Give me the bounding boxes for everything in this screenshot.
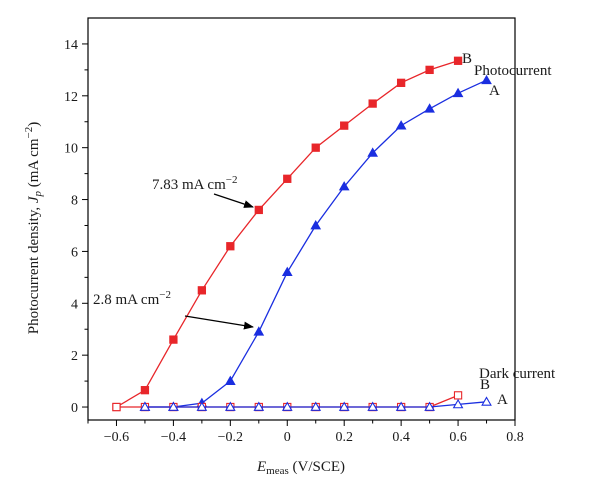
x-tick-label: 0.8 <box>506 430 524 445</box>
plot-border <box>87 17 516 421</box>
data-point <box>224 401 236 411</box>
x-axis-label: Emeas (V/SCE) <box>256 459 345 477</box>
label-photocurrent-a: A <box>489 83 500 99</box>
label-dark-current: Dark current <box>479 366 556 382</box>
data-point <box>338 181 350 191</box>
series-line <box>144 79 487 408</box>
x-tick-label: 0.2 <box>335 430 353 445</box>
data-point <box>424 103 435 113</box>
plot-frame <box>87 17 516 421</box>
data-point <box>340 121 349 130</box>
data-point <box>310 401 322 411</box>
data-point <box>310 219 322 230</box>
data-point <box>368 99 377 108</box>
y-axis: 0 2 4 6 8 10 12 14 <box>64 38 88 416</box>
label-dark-b: B <box>480 377 490 393</box>
data-point <box>311 143 320 152</box>
y-tick-label: 10 <box>64 142 78 157</box>
x-tick-label: 0.4 <box>392 430 410 445</box>
data-point <box>453 391 463 400</box>
data-point <box>253 326 265 336</box>
data-point <box>226 242 235 251</box>
data-point <box>396 78 406 87</box>
data-point <box>452 87 464 98</box>
y-tick-label: 2 <box>71 349 78 364</box>
data-point <box>224 375 236 385</box>
data-point <box>481 74 492 85</box>
series-photocurrent-b <box>112 56 463 412</box>
data-point <box>452 398 464 409</box>
series-dark-a <box>139 396 492 411</box>
data-point <box>424 401 435 411</box>
data-point <box>112 402 121 412</box>
data-point <box>481 396 492 406</box>
data-point <box>338 401 350 411</box>
annotation-783-label: 7.83 mA cm−2 <box>152 174 237 193</box>
data-point <box>139 401 151 411</box>
y-tick-label: 12 <box>64 90 78 105</box>
y-tick-label: 6 <box>71 245 78 260</box>
y-axis-label: Photocurrent density, Jp (mA cm−2) <box>23 122 44 334</box>
series-photocurrent-a <box>139 74 492 411</box>
data-point <box>367 147 379 157</box>
y-tick-label: 0 <box>71 401 78 416</box>
x-tick-label: −0.6 <box>104 430 129 445</box>
data-point <box>453 56 463 65</box>
data-point <box>281 401 293 411</box>
data-point <box>197 286 207 295</box>
x-tick-label: −0.2 <box>218 430 243 445</box>
annotation-783-arrow <box>213 193 254 208</box>
data-point <box>196 401 208 411</box>
data-point <box>395 120 407 130</box>
x-tick-label: −0.4 <box>161 430 186 445</box>
data-point <box>253 401 265 411</box>
annotation-28-arrow <box>184 315 254 330</box>
y-tick-label: 8 <box>71 194 78 209</box>
x-tick-label: 0.6 <box>449 430 467 445</box>
data-point <box>367 401 379 411</box>
x-tick-label: 0 <box>284 430 291 445</box>
data-point <box>281 266 293 277</box>
series-layer <box>112 56 492 412</box>
data-point <box>395 401 407 411</box>
data-point <box>169 335 178 344</box>
label-dark-a: A <box>497 392 508 408</box>
y-tick-label: 4 <box>71 297 78 312</box>
annotation-28-label: 2.8 mA cm−2 <box>93 289 171 308</box>
data-point <box>425 65 434 75</box>
data-point <box>283 174 292 183</box>
label-photocurrent-b: B <box>462 51 472 67</box>
series-line <box>116 60 459 408</box>
data-point <box>168 401 179 411</box>
y-tick-label: 14 <box>64 38 78 53</box>
data-point <box>254 205 263 215</box>
label-photocurrent: Photocurrent <box>474 63 552 79</box>
x-axis: −0.6 −0.4 −0.2 0 0.2 0.4 0.6 0.8 <box>87 420 524 445</box>
data-point <box>140 386 150 395</box>
